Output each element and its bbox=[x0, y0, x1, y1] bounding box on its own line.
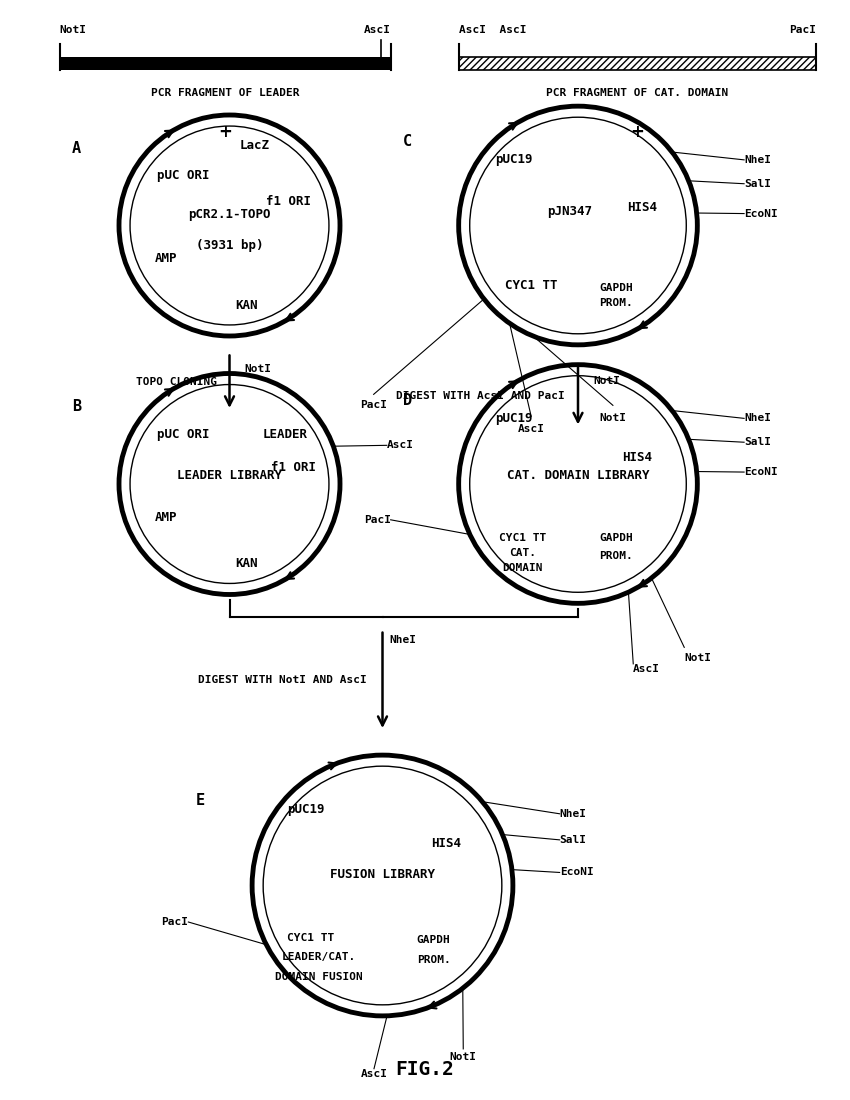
Text: AscI: AscI bbox=[387, 440, 414, 450]
Text: EcoNI: EcoNI bbox=[559, 868, 593, 878]
Text: A: A bbox=[71, 141, 81, 155]
Text: AscI: AscI bbox=[633, 663, 660, 674]
Text: CYC1 TT: CYC1 TT bbox=[505, 278, 558, 292]
Bar bbox=[459, 57, 816, 70]
Text: SalI: SalI bbox=[744, 178, 771, 189]
Text: E: E bbox=[196, 793, 206, 808]
Text: CYC1 TT: CYC1 TT bbox=[286, 933, 334, 943]
Text: DOMAIN: DOMAIN bbox=[502, 562, 543, 572]
Text: CAT.: CAT. bbox=[509, 548, 536, 558]
Text: NotI: NotI bbox=[593, 375, 620, 386]
Text: pCR2.1-TOPO: pCR2.1-TOPO bbox=[188, 208, 271, 221]
Text: AscI: AscI bbox=[518, 424, 545, 434]
Text: +: + bbox=[631, 123, 644, 141]
Text: C: C bbox=[403, 134, 412, 150]
Text: TOPO CLONING: TOPO CLONING bbox=[136, 376, 217, 387]
Text: EcoNI: EcoNI bbox=[744, 468, 778, 477]
Text: DIGEST WITH NotI AND AscI: DIGEST WITH NotI AND AscI bbox=[198, 675, 367, 685]
Text: CYC1 TT: CYC1 TT bbox=[499, 532, 547, 542]
Text: f1 ORI: f1 ORI bbox=[267, 195, 311, 208]
Text: GAPDH: GAPDH bbox=[599, 532, 633, 542]
Text: NotI: NotI bbox=[60, 25, 87, 35]
Text: EcoNI: EcoNI bbox=[744, 209, 778, 219]
Text: FIG.2: FIG.2 bbox=[395, 1059, 455, 1079]
Text: PCR FRAGMENT OF LEADER: PCR FRAGMENT OF LEADER bbox=[151, 88, 299, 98]
Text: NotI: NotI bbox=[684, 652, 711, 663]
Text: LEADER/CAT.: LEADER/CAT. bbox=[281, 953, 356, 962]
Text: HIS4: HIS4 bbox=[431, 837, 462, 850]
Text: PROM.: PROM. bbox=[416, 955, 450, 965]
Text: NotI: NotI bbox=[450, 1053, 477, 1063]
Text: NheI: NheI bbox=[389, 635, 416, 646]
Text: AscI  AscI: AscI AscI bbox=[459, 25, 526, 35]
Text: DIGEST WITH AcsI AND PacI: DIGEST WITH AcsI AND PacI bbox=[396, 390, 565, 402]
Text: NotI: NotI bbox=[599, 412, 626, 424]
Text: f1 ORI: f1 ORI bbox=[271, 461, 315, 474]
Text: PacI: PacI bbox=[360, 399, 387, 410]
Text: DOMAIN FUSION: DOMAIN FUSION bbox=[275, 971, 363, 982]
Text: PROM.: PROM. bbox=[599, 298, 633, 308]
Text: PacI: PacI bbox=[162, 917, 189, 927]
Text: NheI: NheI bbox=[559, 808, 586, 818]
Text: PCR FRAGMENT OF CAT. DOMAIN: PCR FRAGMENT OF CAT. DOMAIN bbox=[547, 88, 728, 98]
Text: pUC19: pUC19 bbox=[496, 153, 533, 166]
Text: GAPDH: GAPDH bbox=[599, 283, 633, 293]
Text: NotI: NotI bbox=[245, 363, 272, 374]
Text: GAPDH: GAPDH bbox=[416, 935, 450, 945]
Text: PacI: PacI bbox=[789, 25, 816, 35]
Text: pJN347: pJN347 bbox=[547, 205, 592, 218]
Text: pUC19: pUC19 bbox=[496, 411, 533, 425]
Text: B: B bbox=[71, 399, 81, 414]
Text: SalI: SalI bbox=[559, 835, 586, 845]
Bar bbox=[60, 57, 391, 70]
Text: pUC19: pUC19 bbox=[287, 803, 325, 816]
Text: pUC ORI: pUC ORI bbox=[156, 428, 209, 441]
Text: AMP: AMP bbox=[155, 510, 177, 524]
Text: KAN: KAN bbox=[235, 298, 258, 311]
Text: HIS4: HIS4 bbox=[626, 201, 657, 214]
Text: NheI: NheI bbox=[744, 414, 771, 424]
Text: CAT. DOMAIN LIBRARY: CAT. DOMAIN LIBRARY bbox=[507, 469, 649, 482]
Text: +: + bbox=[218, 123, 232, 141]
Text: pUC ORI: pUC ORI bbox=[156, 169, 209, 183]
Text: LEADER LIBRARY: LEADER LIBRARY bbox=[177, 469, 282, 482]
Text: PacI: PacI bbox=[364, 515, 391, 525]
Text: PROM.: PROM. bbox=[599, 551, 633, 561]
Text: NheI: NheI bbox=[744, 155, 771, 165]
Text: AMP: AMP bbox=[155, 252, 177, 265]
Text: AscI: AscI bbox=[360, 1069, 388, 1079]
Text: FUSION LIBRARY: FUSION LIBRARY bbox=[330, 868, 435, 881]
Text: KAN: KAN bbox=[235, 557, 258, 570]
Text: (3931 bp): (3931 bp) bbox=[196, 239, 264, 252]
Text: AscI: AscI bbox=[364, 25, 391, 35]
Text: SalI: SalI bbox=[744, 437, 771, 448]
Text: LacZ: LacZ bbox=[240, 140, 270, 153]
Text: LEADER: LEADER bbox=[263, 428, 307, 441]
Text: HIS4: HIS4 bbox=[622, 451, 653, 464]
Text: D: D bbox=[403, 393, 412, 408]
